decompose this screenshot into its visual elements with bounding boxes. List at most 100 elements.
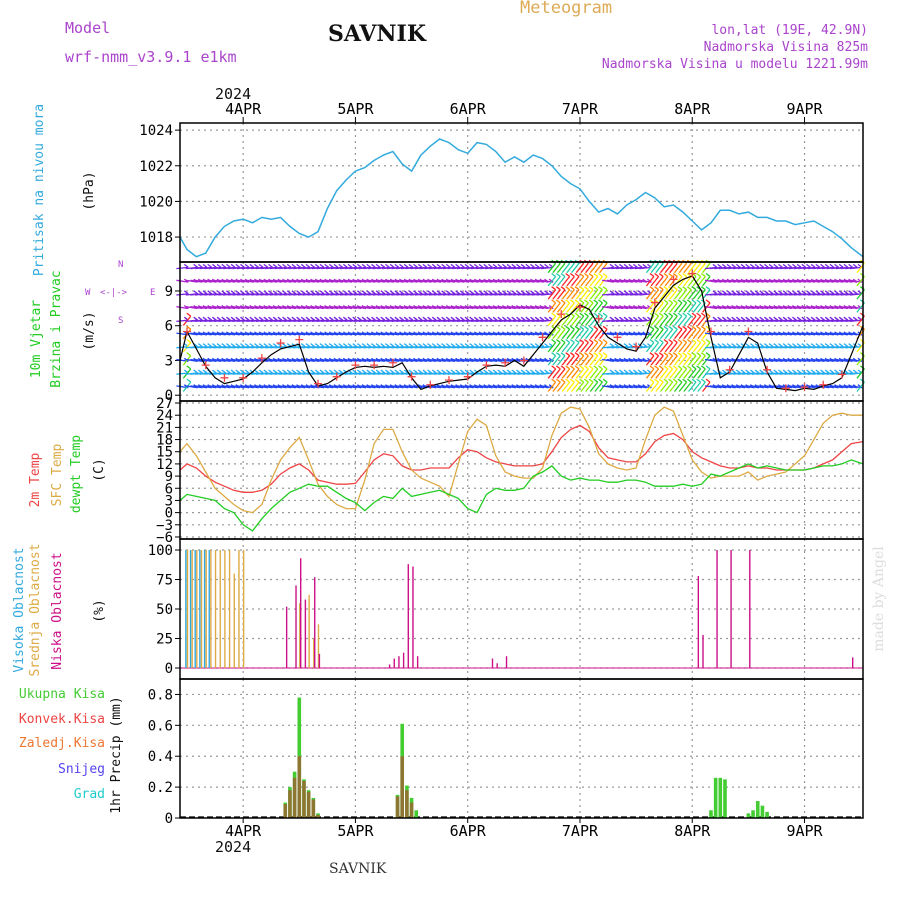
wind-arrow: [311, 306, 325, 310]
wind-arrow: [494, 332, 507, 336]
wind-arrow-head: [579, 378, 585, 383]
wind-arrow-head: [712, 290, 718, 295]
wind-arrow-head: [366, 316, 372, 321]
wind-arrow: [335, 358, 348, 362]
wind-arrow: [779, 279, 792, 283]
wind-arrow: [344, 306, 357, 310]
wind-arrow: [424, 332, 437, 336]
wind-arrow: [566, 262, 575, 274]
wind-arrow: [737, 332, 750, 336]
wind-gust-marker: [239, 373, 248, 382]
wind-arrow-head: [843, 343, 849, 348]
precip-total-bar: [723, 779, 727, 818]
wind-gust-marker: [201, 361, 210, 370]
wind-arrow: [606, 306, 619, 310]
model-label: Model: [65, 19, 111, 37]
y-tick-label: 1020: [139, 194, 173, 210]
wind-arrow-head: [686, 378, 692, 383]
wind-arrow-head: [502, 369, 507, 374]
wind-arrow: [372, 385, 385, 389]
wind-arrow-head: [796, 316, 802, 321]
wind-arrow-head: [682, 299, 688, 304]
wind-gust-marker: [482, 361, 491, 370]
wind-arrow: [756, 385, 769, 389]
wind-arrow: [386, 279, 399, 283]
wind-arrow-head: [328, 343, 334, 348]
wind-arrow: [241, 358, 254, 362]
wind-arrow: [580, 368, 589, 379]
wind-arrow: [531, 358, 544, 362]
wind-arrow: [485, 306, 498, 310]
wind-arrow-head: [483, 343, 489, 348]
wind-arrow: [566, 381, 575, 392]
wind-arrow: [255, 385, 268, 389]
wind-arrow: [522, 332, 535, 336]
wind-arrow-head: [352, 316, 358, 321]
wind-arrow-head: [602, 365, 608, 370]
wind-arrow-head: [202, 263, 208, 268]
wind-arrow: [372, 279, 385, 283]
wind-arrow: [471, 358, 484, 362]
wind-arrow-head: [838, 343, 844, 348]
wind-arrow: [237, 279, 250, 283]
wind-arrow: [849, 372, 863, 375]
wind-arrow-head: [663, 338, 669, 344]
wind-arrow: [354, 332, 367, 336]
wind-arrow-head: [305, 263, 311, 268]
wind-arrow: [456, 279, 470, 283]
wind-arrow: [831, 306, 844, 310]
wind-arrow-head: [473, 263, 479, 268]
wind-arrow: [826, 279, 839, 283]
wind-arrow-head: [593, 299, 599, 304]
wind-arrow-head: [469, 369, 475, 374]
wind-arrow-head: [602, 325, 608, 330]
wind-gust-marker: [220, 373, 229, 382]
wind-arrow: [265, 306, 278, 310]
wind-arrow-head: [441, 290, 446, 295]
wind-arrow-head: [539, 343, 545, 348]
wind-arrow-head: [583, 272, 589, 278]
wind-arrow: [283, 306, 296, 310]
wind-arrow-head: [352, 369, 358, 374]
wind-arrow: [241, 306, 254, 310]
wind-arrow: [692, 289, 702, 300]
wind-arrow: [845, 306, 858, 310]
wind-arrow: [566, 276, 575, 287]
wind-arrow-head: [745, 316, 751, 321]
wind-arrow-head: [628, 316, 634, 321]
wind-arrow-head: [731, 263, 737, 268]
wind-arrow-head: [569, 325, 575, 330]
wind-arrow-head: [221, 263, 227, 268]
wind-arrow: [326, 358, 339, 362]
wind-arrow: [683, 368, 692, 379]
wind-arrow-head: [829, 316, 835, 321]
wind-arrow-head: [221, 290, 227, 295]
wind-arrow: [728, 332, 741, 336]
wind-arrow-head: [555, 286, 561, 291]
y-tick-label: 9: [165, 284, 173, 300]
temp-sfc-line: [179, 406, 863, 514]
wind-arrow: [789, 358, 802, 362]
wind-arrow: [634, 279, 647, 283]
wind-arrow-head: [555, 299, 561, 304]
wind-arrow: [438, 306, 451, 310]
wind-arrow-head: [712, 263, 718, 268]
wind-arrow-head: [726, 316, 732, 321]
wind-arrow: [723, 332, 736, 336]
wind-arrow: [442, 358, 456, 362]
wind-arrow-head: [759, 343, 765, 348]
wind-arrow: [634, 358, 647, 362]
wind-arrow-head: [593, 272, 599, 278]
wind-arrow-head: [663, 325, 669, 330]
wind-arrow-head: [282, 343, 287, 348]
wind-arrow: [218, 279, 231, 283]
wind-arrow-head: [506, 316, 512, 321]
wind-arrow-head: [565, 365, 571, 370]
wind-arrow: [678, 355, 688, 366]
precip-conv-bar: [283, 804, 288, 818]
wind-arrow: [812, 358, 825, 362]
wind-arrow-head: [197, 369, 203, 374]
wind-arrow: [571, 355, 580, 366]
wind-arrow: [400, 332, 413, 336]
wind-arrow: [489, 306, 502, 310]
